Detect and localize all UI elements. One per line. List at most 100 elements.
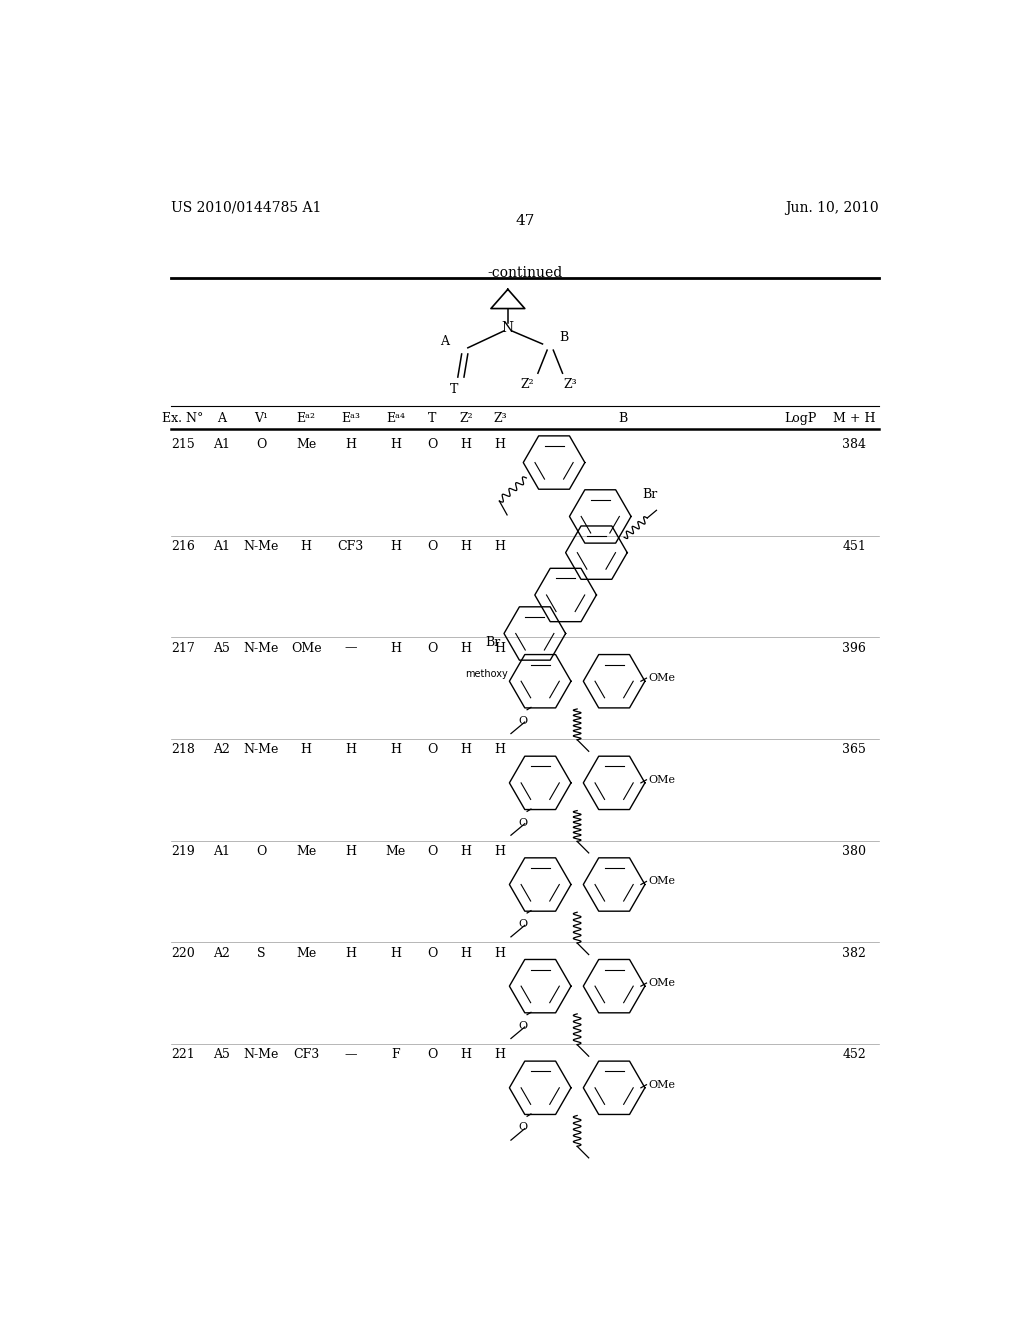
Text: V¹: V¹	[254, 412, 268, 425]
Text: H: H	[345, 438, 356, 451]
Text: A: A	[217, 412, 226, 425]
Text: H: H	[345, 743, 356, 756]
Text: H: H	[495, 743, 506, 756]
Text: 396: 396	[843, 642, 866, 655]
Text: 382: 382	[843, 946, 866, 960]
Text: H: H	[461, 946, 472, 960]
Text: -continued: -continued	[487, 267, 562, 280]
Text: H: H	[390, 743, 401, 756]
Text: F: F	[391, 1048, 399, 1061]
Text: methoxy: methoxy	[465, 668, 508, 678]
Text: US 2010/0144785 A1: US 2010/0144785 A1	[171, 201, 321, 215]
Text: A5: A5	[213, 1048, 229, 1061]
Text: Ex. N°: Ex. N°	[162, 412, 204, 425]
Text: A1: A1	[213, 438, 230, 451]
Text: O: O	[519, 1122, 527, 1133]
Text: —: —	[344, 1048, 357, 1061]
Text: H: H	[461, 743, 472, 756]
Text: OMe: OMe	[648, 978, 675, 989]
Text: N-Me: N-Me	[244, 743, 280, 756]
Text: 221: 221	[171, 1048, 195, 1061]
Text: 452: 452	[843, 1048, 866, 1061]
Text: H: H	[495, 438, 506, 451]
Text: A2: A2	[213, 946, 229, 960]
Text: A2: A2	[213, 743, 229, 756]
Text: O: O	[427, 845, 437, 858]
Text: 215: 215	[171, 438, 195, 451]
Text: O: O	[427, 438, 437, 451]
Text: OMe: OMe	[648, 673, 675, 684]
Text: Eᵃ³: Eᵃ³	[341, 412, 360, 425]
Text: 216: 216	[171, 540, 195, 553]
Text: O: O	[427, 946, 437, 960]
Text: O: O	[519, 919, 527, 929]
Text: 384: 384	[843, 438, 866, 451]
Text: O: O	[519, 1020, 527, 1031]
Text: CF3: CF3	[293, 1048, 319, 1061]
Text: 218: 218	[171, 743, 195, 756]
Text: Eᵃ²: Eᵃ²	[297, 412, 315, 425]
Text: H: H	[461, 438, 472, 451]
Text: OMe: OMe	[648, 1080, 675, 1090]
Text: O: O	[427, 1048, 437, 1061]
Text: Br: Br	[643, 488, 657, 502]
Text: Br: Br	[485, 636, 500, 649]
Text: Z²: Z²	[520, 378, 534, 391]
Text: B: B	[618, 412, 628, 425]
Text: —: —	[344, 642, 357, 655]
Text: 217: 217	[171, 642, 195, 655]
Text: OMe: OMe	[291, 642, 322, 655]
Text: Z²: Z²	[460, 412, 473, 425]
Text: N-Me: N-Me	[244, 642, 280, 655]
Text: A1: A1	[213, 540, 230, 553]
Text: LogP: LogP	[784, 412, 817, 425]
Text: H: H	[495, 540, 506, 553]
Text: H: H	[345, 946, 356, 960]
Text: M + H: M + H	[834, 412, 876, 425]
Text: A: A	[440, 335, 450, 348]
Text: H: H	[390, 438, 401, 451]
Text: A1: A1	[213, 845, 230, 858]
Text: H: H	[390, 540, 401, 553]
Text: H: H	[390, 642, 401, 655]
Text: 380: 380	[843, 845, 866, 858]
Text: S: S	[257, 946, 265, 960]
Text: H: H	[461, 642, 472, 655]
Text: O: O	[427, 743, 437, 756]
Text: 220: 220	[171, 946, 195, 960]
Text: Eᵃ⁴: Eᵃ⁴	[386, 412, 404, 425]
Text: B: B	[559, 331, 568, 345]
Text: 451: 451	[843, 540, 866, 553]
Text: H: H	[495, 946, 506, 960]
Text: H: H	[461, 845, 472, 858]
Text: H: H	[495, 642, 506, 655]
Text: H: H	[461, 1048, 472, 1061]
Text: A5: A5	[213, 642, 229, 655]
Text: Me: Me	[296, 845, 316, 858]
Text: H: H	[390, 946, 401, 960]
Text: Z³: Z³	[563, 378, 578, 391]
Text: OMe: OMe	[648, 876, 675, 887]
Text: O: O	[427, 642, 437, 655]
Text: 47: 47	[515, 214, 535, 228]
Text: 365: 365	[843, 743, 866, 756]
Text: H: H	[495, 1048, 506, 1061]
Text: N-Me: N-Me	[244, 540, 280, 553]
Text: H: H	[345, 845, 356, 858]
Text: CF3: CF3	[338, 540, 364, 553]
Text: H: H	[495, 845, 506, 858]
Text: N: N	[502, 321, 514, 335]
Text: OMe: OMe	[648, 775, 675, 785]
Text: Me: Me	[385, 845, 406, 858]
Text: O: O	[519, 817, 527, 828]
Text: T: T	[428, 412, 436, 425]
Text: H: H	[301, 743, 311, 756]
Text: O: O	[256, 438, 266, 451]
Text: O: O	[427, 540, 437, 553]
Text: O: O	[519, 715, 527, 726]
Text: N-Me: N-Me	[244, 1048, 280, 1061]
Text: Z³: Z³	[494, 412, 507, 425]
Text: Jun. 10, 2010: Jun. 10, 2010	[785, 201, 879, 215]
Text: 219: 219	[171, 845, 195, 858]
Text: T: T	[450, 383, 458, 396]
